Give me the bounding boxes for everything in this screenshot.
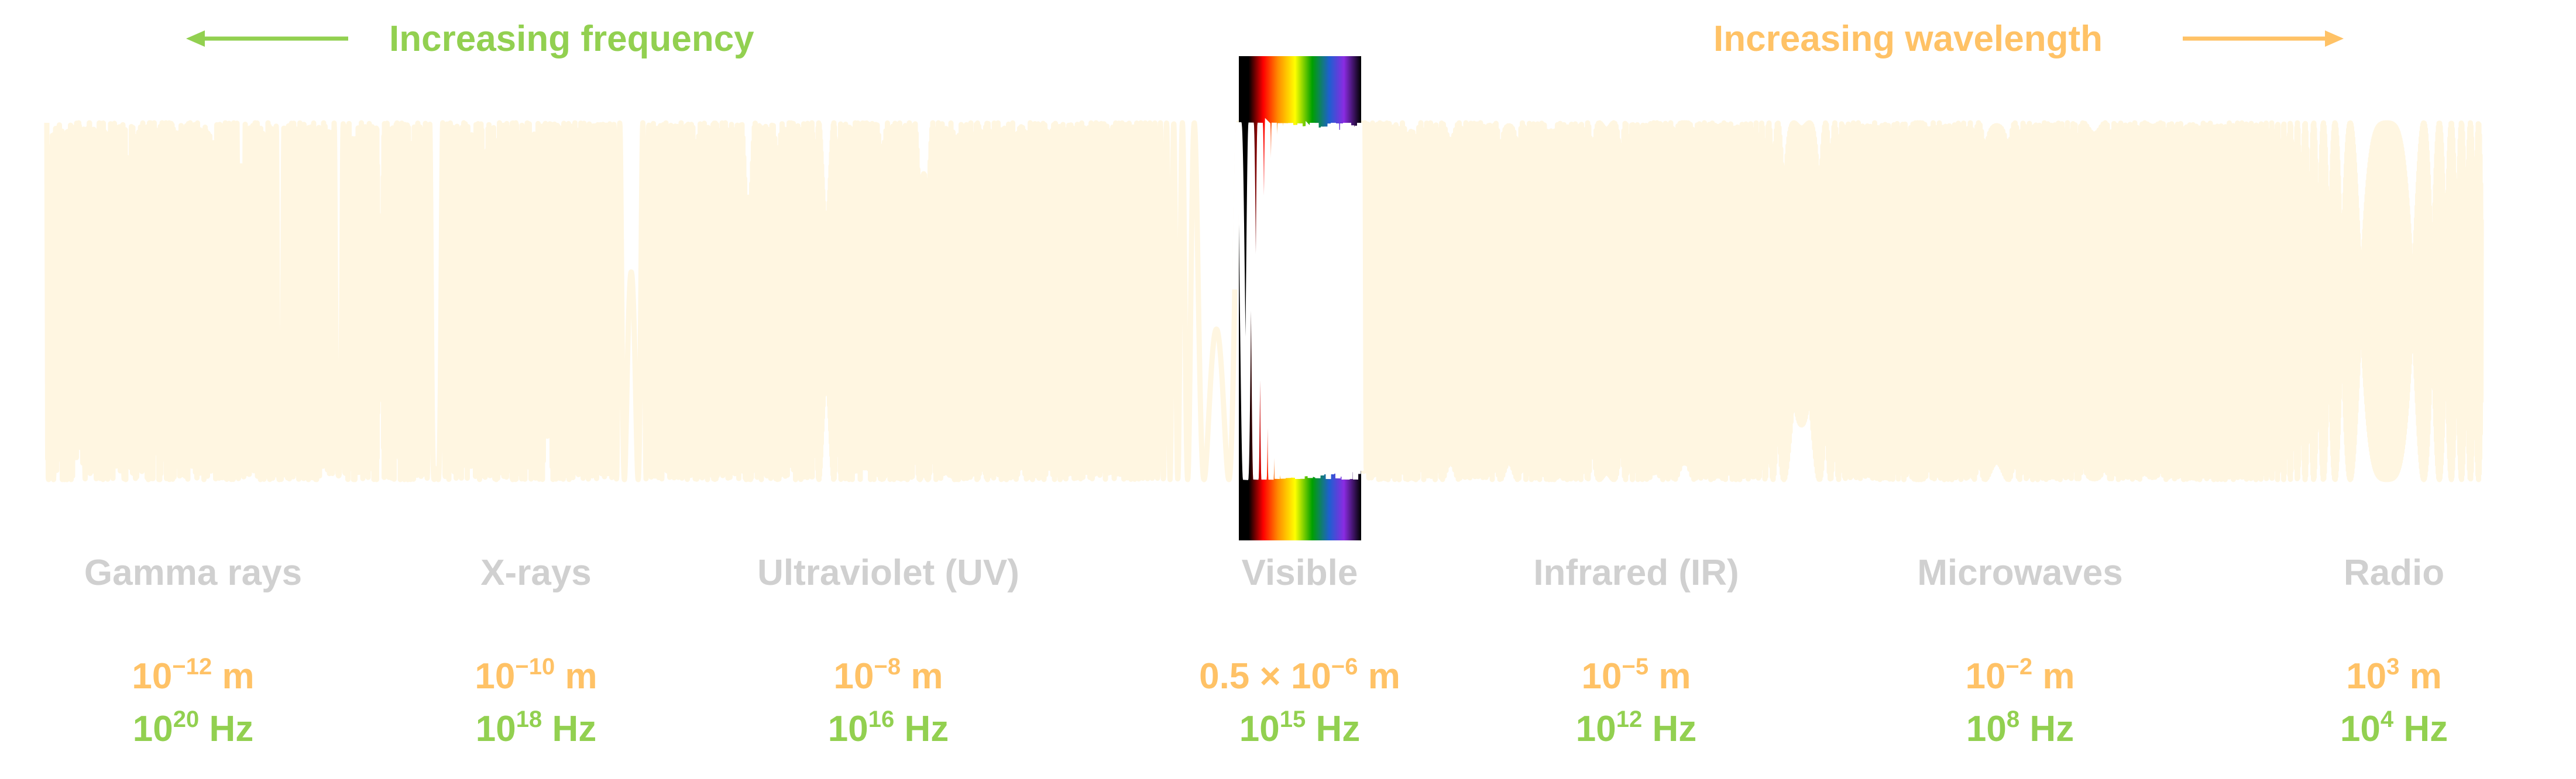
band-wavelength: 103 m [2346,654,2442,697]
frequency-label: Increasing frequency [389,19,754,59]
band-name: Infrared (IR) [1533,553,1739,593]
band-wavelength: 10−5 m [1582,654,1691,697]
band-wavelength: 10−12 m [132,654,254,697]
band-name: X-rays [480,553,592,593]
band-name: Gamma rays [84,553,302,593]
band-name: Visible [1242,553,1358,593]
band-name: Microwaves [1917,553,2123,593]
band-name: Ultraviolet (UV) [757,553,1019,593]
band-name: Radio [2344,553,2444,593]
band-frequency: 1018 Hz [476,706,596,749]
visible-wave-segment [1232,118,1364,480]
band-labels: Gamma rays 10−12 m 1020 Hz X-rays 10−10 m 101… [84,553,2448,749]
band-wavelength: 10−2 m [1966,654,2075,697]
band-wavelength: 0.5 × 10−6 m [1199,654,1400,697]
band-frequency: 1016 Hz [828,706,949,749]
band-frequency: 108 Hz [1966,706,2074,749]
wavelength-label: Increasing wavelength [1713,19,2103,59]
frequency-arrow-head [186,30,205,47]
band-frequency: 1012 Hz [1576,706,1696,749]
visible-spectrum-band [1232,56,1364,540]
band-frequency: 1020 Hz [133,706,253,749]
band-wavelength: 10−8 m [834,654,943,697]
band-wavelength: 10−10 m [475,654,597,697]
band-frequency: 104 Hz [2340,706,2448,749]
band-frequency: 1015 Hz [1239,706,1360,749]
frequency-header: Increasing frequency [186,19,754,59]
wavelength-header: Increasing wavelength [1713,19,2344,59]
wavelength-arrow-head [2325,30,2344,47]
